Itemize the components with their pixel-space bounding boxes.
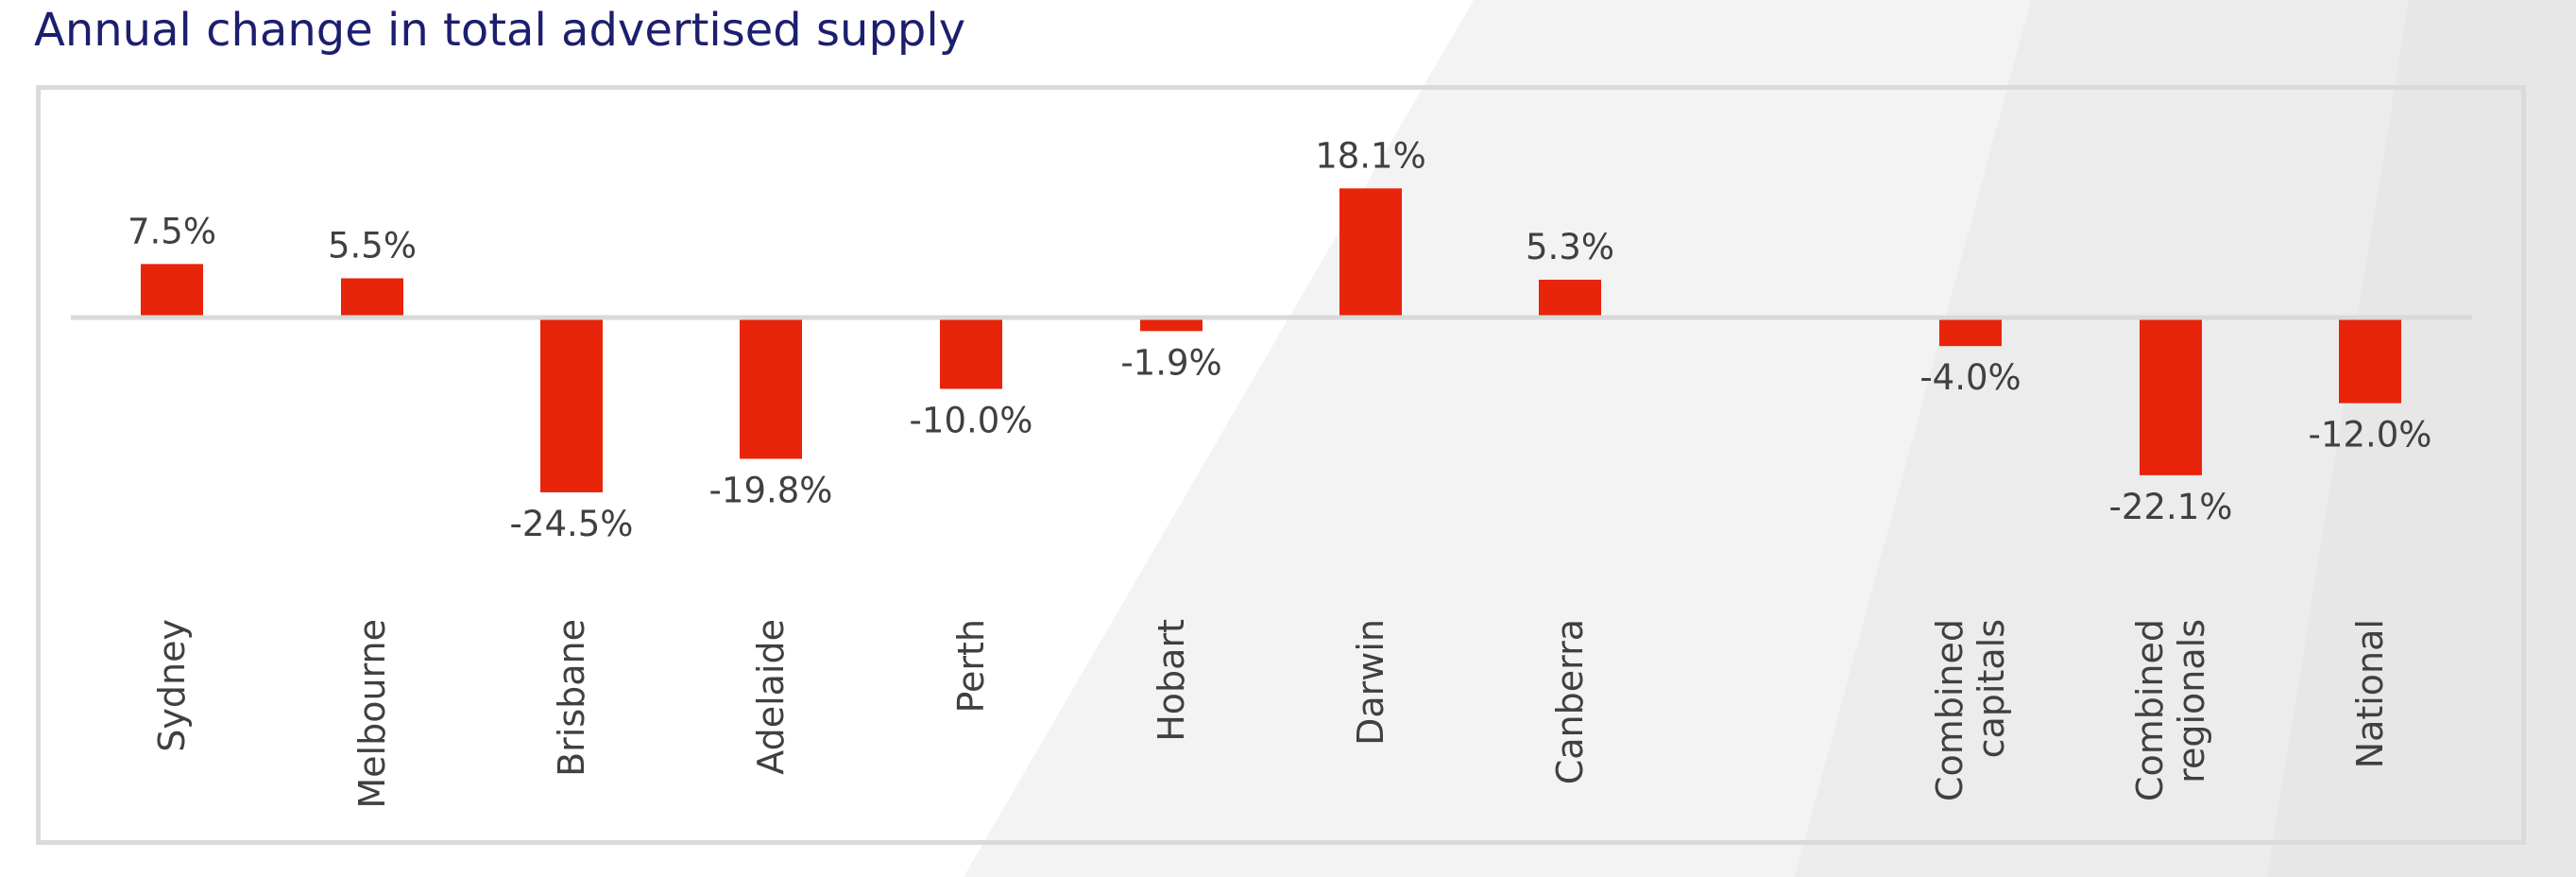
category-label: Combined regionals [2129, 619, 2212, 801]
data-label: -10.0% [910, 401, 1033, 441]
bar [1939, 318, 2002, 347]
category-label-line: Sydney [151, 619, 193, 752]
bar [141, 264, 203, 318]
category-label-line: regionals [2171, 619, 2212, 783]
category-label-line: Perth [950, 619, 992, 714]
bar [940, 318, 1002, 389]
data-label: 7.5% [128, 211, 216, 251]
data-label: 18.1% [1315, 135, 1426, 176]
data-label: 5.3% [1526, 227, 1614, 267]
category-label: Hobart [1151, 619, 1192, 742]
data-label: 5.5% [328, 225, 417, 266]
value-labels-layer: 7.5% 5.5% -24.5% -19.8% -10.0% -1.9% 18.1% 5.3%… [128, 135, 2431, 544]
category-label-line: Darwin [1350, 619, 1391, 746]
category-label-line: capitals [1970, 619, 2012, 758]
category-label-line: Melbourne [351, 619, 393, 809]
category-label-line: Combined [1929, 619, 1970, 801]
data-label: -24.5% [510, 504, 634, 544]
bar [1140, 318, 1203, 332]
bars-layer [141, 188, 2401, 492]
bar [540, 318, 603, 492]
data-label: -1.9% [1120, 342, 1221, 383]
category-label: Melbourne [351, 619, 393, 809]
category-label: Canberra [1549, 619, 1591, 784]
category-label: Combined capitals [1929, 619, 2012, 801]
bar [740, 318, 802, 459]
category-label: Brisbane [551, 619, 592, 777]
data-label: -4.0% [1919, 357, 2021, 398]
category-label: Adelaide [750, 619, 792, 775]
data-label: -22.1% [2109, 487, 2233, 527]
category-label-line: Canberra [1549, 619, 1591, 784]
bar [2140, 318, 2202, 475]
category-labels-layer: Sydney Melbourne Brisbane Adelaide Perth Hoba… [151, 619, 2391, 809]
bar [1339, 188, 1402, 318]
category-label-line: Combined [2129, 619, 2171, 801]
category-label: National [2349, 619, 2391, 768]
bar [1539, 279, 1601, 318]
data-label: -12.0% [2309, 415, 2432, 456]
bar [2339, 318, 2401, 404]
category-label-line: Brisbane [551, 619, 592, 777]
category-label-line: National [2349, 619, 2391, 768]
category-label-line: Adelaide [750, 619, 792, 775]
category-label: Sydney [151, 619, 193, 752]
category-label: Perth [950, 619, 992, 714]
category-label-line: Hobart [1151, 619, 1192, 742]
chart-title: Annual change in total advertised supply [34, 4, 966, 57]
bar [341, 278, 403, 318]
data-label: -19.8% [709, 470, 833, 510]
category-label: Darwin [1350, 619, 1391, 746]
chart-frame [36, 85, 2526, 845]
